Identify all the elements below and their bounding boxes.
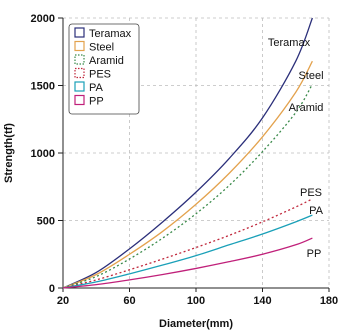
series-label-pp: PP (307, 248, 322, 260)
series-line-pa (62, 214, 313, 289)
axes (58, 17, 330, 292)
legend-label-pes: PES (89, 69, 111, 81)
legend-swatch-pes (74, 67, 85, 79)
y-axis-label: Strength(tf) (3, 123, 15, 183)
series-line-aramid (62, 83, 313, 289)
x-tick-label: 140 (253, 295, 271, 307)
series-end-labels: Teramax Steel Aramid PES PA PP (268, 37, 324, 260)
series-lines (62, 17, 313, 289)
legend-swatch-aramid (74, 54, 85, 65)
legend-swatch-pa (74, 81, 85, 92)
legend-box (68, 23, 140, 115)
series-label-pes: PES (300, 187, 322, 199)
y-tick-label: 0 (49, 283, 55, 295)
x-tick-label: 20 (57, 295, 69, 307)
y-tick-label: 1500 (31, 81, 55, 93)
series-label-teramax: Teramax (268, 37, 311, 49)
series-line-pp (62, 237, 313, 289)
x-axis-label: Diameter(mm) (159, 318, 233, 330)
x-tick-label: 180 (320, 295, 338, 307)
y-tick-label: 1000 (31, 148, 55, 160)
legend-swatch-teramax (74, 27, 85, 38)
series-line-steel (62, 60, 313, 289)
series-label-steel: Steel (298, 70, 323, 82)
x-tick-label: 60 (123, 295, 135, 307)
y-tick-label: 500 (37, 216, 55, 228)
tick-labels: 0 500 1000 1500 2000 20 60 100 140 180 (31, 13, 339, 307)
legend-label-teramax: Teramax (89, 28, 132, 40)
legend-label-steel: Steel (89, 42, 114, 54)
legend-label-pp: PP (89, 96, 104, 108)
series-line-teramax (62, 17, 313, 289)
series-label-aramid: Aramid (289, 102, 324, 114)
legend-label-aramid: Aramid (89, 55, 124, 67)
legend-label-pa: PA (89, 82, 104, 94)
x-tick-label: 100 (187, 295, 205, 307)
legend-swatch-steel (74, 40, 85, 52)
y-tick-label: 2000 (31, 13, 55, 25)
series-label-pa: PA (309, 205, 324, 217)
legend-swatch-pp (74, 94, 85, 106)
